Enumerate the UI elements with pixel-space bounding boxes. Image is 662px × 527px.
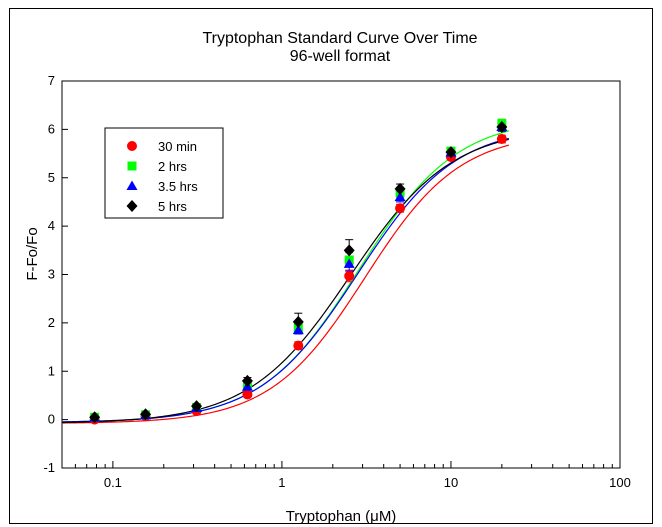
legend-label: 2 hrs <box>158 159 187 174</box>
data-point <box>292 315 304 328</box>
y-tick-label: 5 <box>48 170 55 185</box>
data-point <box>241 374 253 387</box>
y-axis-label: F-Fo/Fo <box>24 227 41 280</box>
fit-curve <box>61 144 510 424</box>
y-tick-label: 1 <box>48 363 55 378</box>
x-tick-label: 10 <box>444 475 458 490</box>
x-tick-label: 0.1 <box>104 475 122 490</box>
data-point <box>191 400 203 413</box>
legend: 30 min 2 hrs 3.5 hrs 5 hrs <box>104 127 224 219</box>
y-tick-label: 7 <box>48 73 55 88</box>
data-point <box>344 270 355 281</box>
data-point <box>242 389 253 400</box>
legend-marker <box>126 200 138 212</box>
data-point <box>292 324 304 335</box>
y-tick-label: 6 <box>48 121 55 136</box>
legend-marker <box>127 141 137 151</box>
legend-label: 3.5 hrs <box>158 179 198 194</box>
y-tick-label: 4 <box>48 218 55 233</box>
data-point <box>496 120 508 133</box>
legend-marker <box>127 161 137 171</box>
data-point <box>293 340 304 351</box>
fit-curve <box>61 138 509 424</box>
plot-area: -1 0 1 2 3 4 5 6 7 0.1 1 10 100 <box>43 73 630 490</box>
data-point <box>394 191 406 202</box>
y-tick-label: -1 <box>43 460 55 475</box>
y-tick-label: 2 <box>48 315 55 330</box>
data-point <box>343 244 355 257</box>
x-tick-label: 100 <box>609 475 631 490</box>
legend-marker <box>126 180 138 190</box>
legend-label: 30 min <box>158 139 197 154</box>
data-point <box>496 134 507 145</box>
data-point <box>394 182 406 195</box>
y-tick-label: 3 <box>48 267 55 282</box>
data-point <box>343 258 355 268</box>
legend-box <box>104 127 224 219</box>
data-point <box>89 411 101 424</box>
chart-title: Tryptophan Standard Curve Over Time <box>202 30 477 47</box>
chart-subtitle: 96-well format <box>290 48 391 65</box>
y-tick-label: 0 <box>48 412 55 427</box>
x-axis-label: Tryptophan (μM) <box>286 508 397 525</box>
x-tick-label: 1 <box>278 475 285 490</box>
data-point <box>445 146 457 159</box>
data-point <box>395 203 406 214</box>
chart-frame <box>9 8 653 524</box>
data-point <box>140 408 152 421</box>
legend-label: 5 hrs <box>158 199 187 214</box>
